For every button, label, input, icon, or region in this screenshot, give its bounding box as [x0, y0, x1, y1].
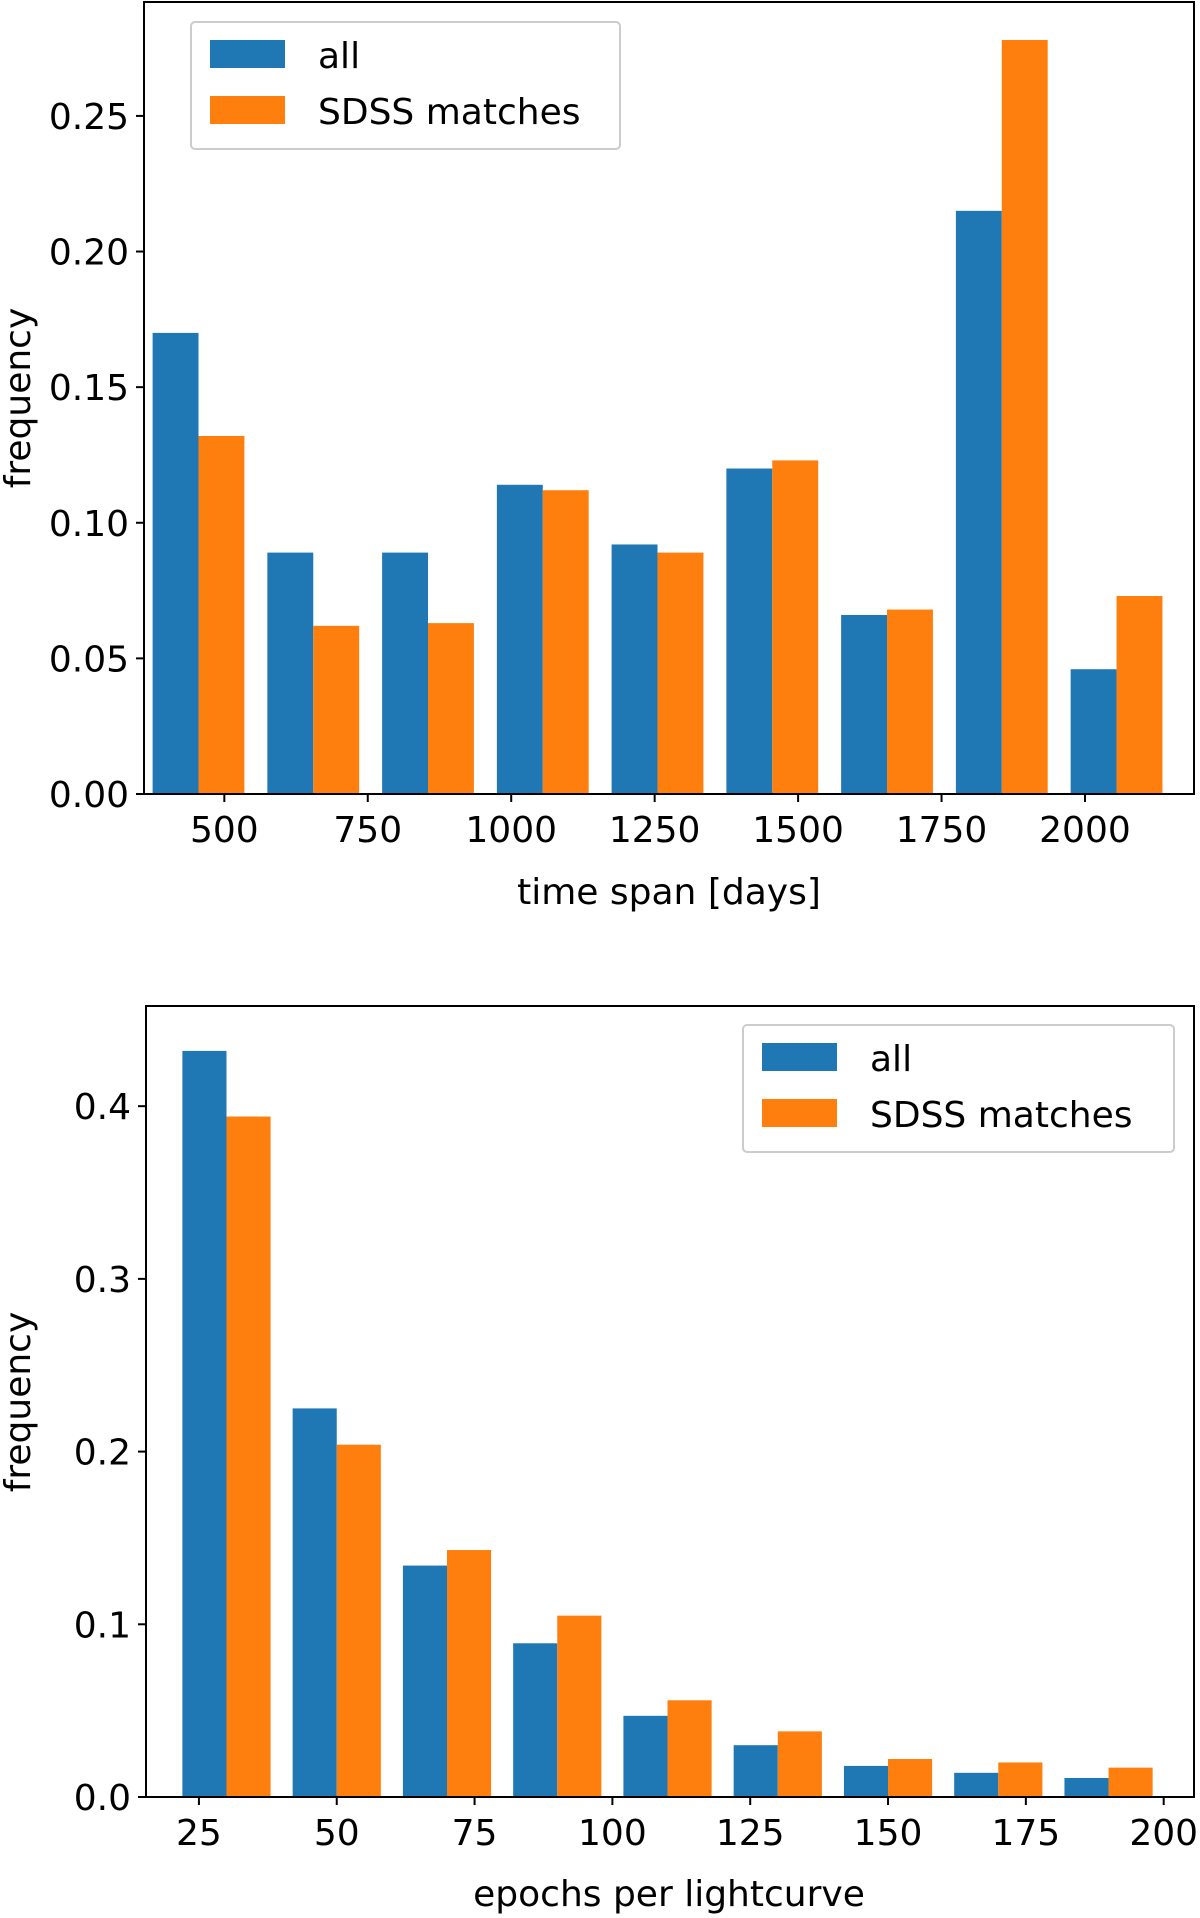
bottom-x-axis-label: epochs per lightcurve: [473, 1874, 865, 1915]
top-legend-label-sdss: SDSS matches: [318, 92, 580, 133]
bottom-bar-sdss-4: [557, 1615, 602, 1797]
top-y-tick-label: 0.00: [49, 775, 129, 816]
bottom-y-tick-label: 0.2: [74, 1433, 131, 1474]
top-x-tick-label: 1250: [609, 810, 701, 851]
top-bars: [152, 39, 1163, 795]
top-bar-sdss-8: [1001, 39, 1048, 795]
top-histogram: 500 750 1000 1250 1500 1750 2000 0.000.050.100…: [0, 1, 1195, 913]
top-x-tick-label: 500: [190, 810, 259, 851]
top-bar-all-7: [841, 614, 888, 794]
top-x-tick-label: 1750: [896, 810, 988, 851]
top-bar-all-6: [726, 468, 773, 794]
bottom-legend-label-all: all: [870, 1039, 912, 1080]
bottom-bar-all-2: [292, 1408, 337, 1797]
bottom-bar-all-7: [843, 1765, 889, 1797]
bottom-bar-sdss-8: [998, 1762, 1043, 1797]
top-bar-all-3: [382, 552, 429, 794]
top-y-ticks: 0.00 0.05 0.10 0.15 0.20 0.25: [49, 97, 144, 816]
bottom-axes-frame: [145, 1005, 1195, 1798]
top-y-tick-label: 0.10: [49, 504, 129, 545]
bottom-x-tick-label: 150: [854, 1813, 923, 1854]
bottom-bar-all-5: [623, 1715, 668, 1797]
top-x-tick-label: 750: [333, 810, 402, 851]
top-bar-sdss-6: [772, 460, 819, 794]
top-legend-frame: [190, 21, 621, 150]
bottom-bars: [182, 1050, 1153, 1797]
top-x-tick-label: 2000: [1039, 810, 1131, 851]
bottom-bar-sdss-9: [1108, 1767, 1153, 1797]
bottom-y-axis-label: frequency: [0, 1312, 39, 1493]
bottom-y-tick-label: 0.0: [74, 1778, 131, 1819]
bottom-x-tick-label: 100: [578, 1813, 647, 1854]
top-bar-sdss-7: [887, 609, 933, 794]
top-bar-all-8: [955, 210, 1002, 795]
top-bar-sdss-5: [657, 552, 704, 794]
top-y-axis-label: frequency: [0, 308, 39, 489]
top-bar-sdss-2: [313, 625, 360, 794]
bottom-x-tick-label: 175: [991, 1813, 1060, 1854]
top-bar-sdss-9: [1116, 596, 1163, 794]
bottom-x-tick-label: 125: [716, 1813, 785, 1854]
bottom-x-tick-label: 200: [1129, 1813, 1198, 1854]
top-legend-swatch-sdss: [210, 96, 285, 124]
top-bar-sdss-1: [198, 435, 245, 794]
bottom-bar-all-3: [402, 1565, 447, 1797]
top-bar-all-4: [496, 484, 543, 794]
bottom-histogram: 25 50 75 100 125 150 175 200 0.0 0.1 0.2 0.3 0.4 ep…: [0, 1005, 1198, 1915]
top-bar-all-2: [267, 552, 314, 794]
top-x-tick-label: 1000: [465, 810, 557, 851]
top-bar-all-9: [1070, 669, 1117, 794]
bottom-x-tick-label: 75: [452, 1813, 498, 1854]
top-y-tick-label: 0.20: [49, 233, 129, 274]
bottom-bar-sdss-2: [336, 1444, 381, 1797]
bottom-bar-sdss-1: [226, 1116, 271, 1797]
bottom-x-tick-label: 50: [314, 1813, 360, 1854]
top-y-tick-label: 0.05: [49, 639, 129, 680]
top-bar-all-5: [611, 544, 658, 794]
bottom-legend-label-sdss: SDSS matches: [870, 1095, 1132, 1136]
bottom-bar-sdss-3: [447, 1550, 492, 1797]
bottom-y-tick-label: 0.3: [74, 1260, 131, 1301]
bottom-y-tick-label: 0.4: [74, 1087, 131, 1128]
bottom-x-tick-label: 25: [176, 1813, 222, 1854]
top-x-tick-label: 1500: [752, 810, 844, 851]
bottom-bar-sdss-6: [777, 1731, 822, 1797]
top-bar-sdss-3: [428, 623, 474, 794]
top-bar-sdss-4: [542, 490, 589, 794]
bottom-y-ticks: 0.0 0.1 0.2 0.3 0.4: [74, 1087, 146, 1819]
bottom-legend: all SDSS matches: [742, 1024, 1175, 1153]
top-x-axis-label: time span [days]: [517, 872, 821, 913]
top-axes-frame: [143, 1, 1195, 795]
top-x-ticks: 500 750 1000 1250 1500 1750 2000: [190, 794, 1131, 851]
bottom-bar-all-4: [513, 1643, 558, 1797]
bottom-bar-all-6: [733, 1745, 778, 1797]
top-legend-swatch-all: [210, 40, 285, 68]
bottom-legend-swatch-all: [762, 1043, 837, 1071]
top-y-tick-label: 0.15: [49, 368, 129, 409]
bottom-bar-sdss-5: [667, 1700, 712, 1797]
bottom-bar-sdss-7: [888, 1759, 933, 1797]
bottom-bar-all-1: [182, 1050, 227, 1797]
bottom-legend-swatch-sdss: [762, 1099, 837, 1127]
bottom-x-ticks: 25 50 75 100 125 150 175 200: [176, 1797, 1198, 1854]
bottom-bar-all-8: [954, 1772, 999, 1797]
top-bar-all-1: [152, 332, 199, 794]
top-y-tick-label: 0.25: [49, 97, 129, 138]
bottom-bar-all-9: [1064, 1778, 1109, 1797]
bottom-y-tick-label: 0.1: [74, 1605, 131, 1646]
top-legend-label-all: all: [318, 36, 360, 77]
top-legend: all SDSS matches: [190, 21, 621, 150]
bottom-legend-frame: [742, 1024, 1175, 1153]
